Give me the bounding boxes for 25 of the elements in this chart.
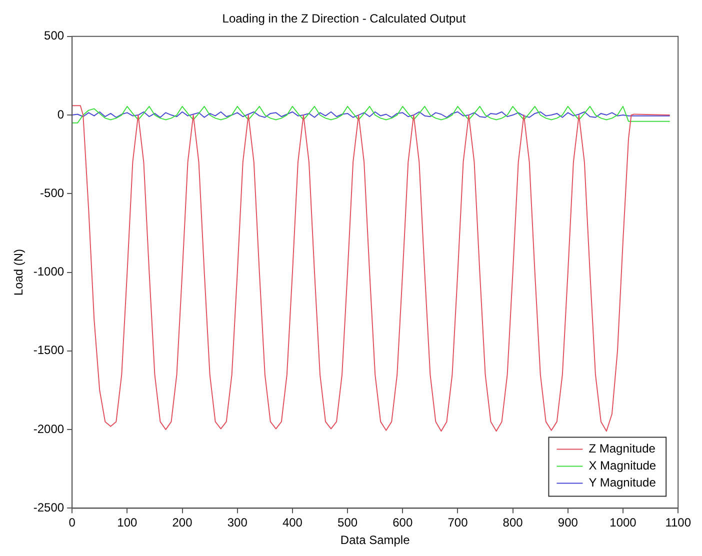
legend-label: Y Magnitude (588, 476, 656, 490)
chart-title: Loading in the Z Direction - Calculated Output (222, 12, 466, 26)
y-tick-label: -2000 (33, 422, 64, 436)
legend-label: X Magnitude (588, 458, 656, 473)
x-tick-label: 800 (502, 516, 524, 530)
x-tick-label: 1000 (610, 516, 637, 530)
x-tick-label: 200 (172, 516, 193, 530)
y-tick-label: -1000 (33, 264, 64, 279)
x-tick-label: 400 (282, 516, 303, 530)
legend-label: Z Magnitude (588, 442, 656, 456)
y-tick-label: -1500 (33, 343, 64, 358)
x-tick-label: 0 (68, 516, 76, 530)
y-tick-label: -500 (40, 186, 64, 200)
x-tick-label: 1100 (665, 516, 692, 530)
x-axis-title: Data Sample (340, 533, 410, 548)
x-tick-label: 700 (448, 516, 468, 530)
x-tick-label: 900 (558, 516, 578, 530)
x-tick-label: 600 (392, 516, 413, 530)
x-tick-label: 100 (117, 516, 138, 530)
y-axis-title: Load (N) (12, 248, 26, 296)
x-tick-label: 500 (338, 516, 358, 530)
y-tick-label: 0 (57, 107, 64, 122)
x-tick-label: 300 (227, 516, 248, 530)
y-tick-label: 500 (44, 28, 64, 43)
y-tick-label: -2500 (33, 500, 64, 515)
